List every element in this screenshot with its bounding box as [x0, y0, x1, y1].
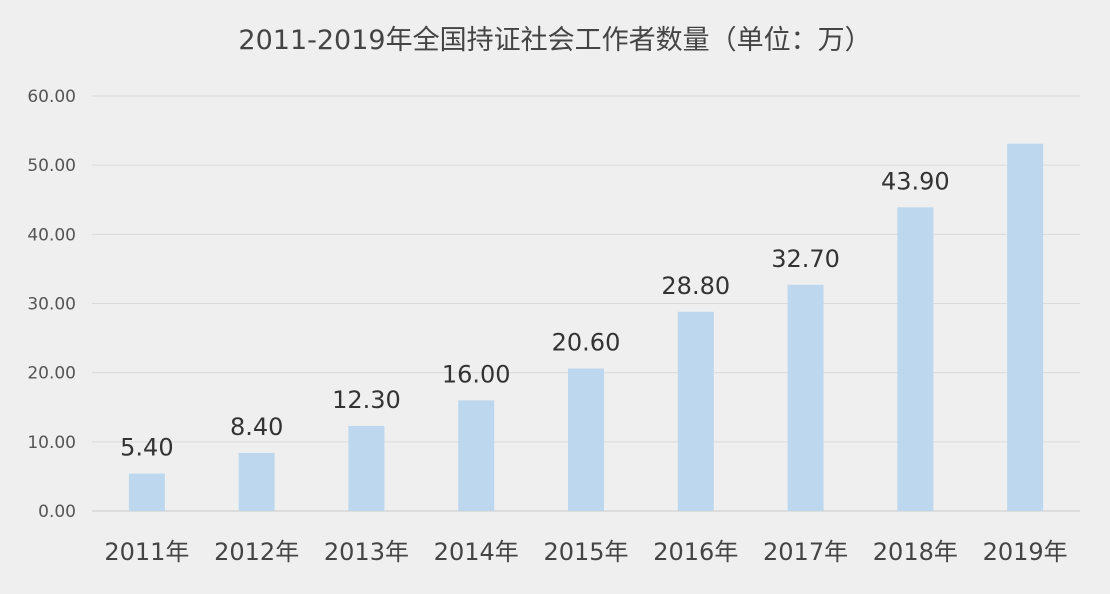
x-tick-label: 2017年 — [763, 538, 848, 566]
data-label: 32.70 — [771, 245, 840, 273]
bar — [1007, 143, 1044, 511]
data-label: 16.00 — [442, 360, 511, 388]
data-label: 28.80 — [661, 272, 730, 300]
data-label: 8.40 — [230, 413, 283, 441]
y-tick-label: 10.00 — [27, 433, 76, 453]
bar — [897, 207, 934, 511]
x-tick-label: 2016年 — [653, 538, 738, 566]
x-tick-label: 2011年 — [104, 538, 189, 566]
y-tick-label: 40.00 — [27, 225, 76, 245]
bar — [458, 400, 495, 511]
x-tick-label: 2018年 — [873, 538, 958, 566]
data-label: 20.60 — [552, 329, 621, 357]
bar — [348, 425, 385, 511]
chart-title: 2011-2019年全国持证社会工作者数量（单位：万） — [238, 25, 872, 56]
bar — [238, 452, 275, 511]
data-label: 5.40 — [120, 434, 173, 462]
y-tick-label: 60.00 — [27, 87, 76, 107]
y-tick-label: 0.00 — [38, 502, 76, 522]
bar — [128, 473, 165, 511]
x-tick-label: 2019年 — [983, 538, 1068, 566]
x-tick-label: 2015年 — [543, 538, 628, 566]
bar — [787, 284, 824, 511]
y-tick-label: 20.00 — [27, 364, 76, 384]
x-tick-label: 2012年 — [214, 538, 299, 566]
data-label: 43.90 — [881, 167, 950, 195]
data-label: 12.30 — [332, 386, 401, 414]
y-tick-label: 30.00 — [27, 295, 76, 315]
bar — [568, 368, 604, 511]
x-tick-label: 2013年 — [324, 538, 409, 566]
y-tick-label: 50.00 — [27, 156, 76, 176]
bar — [677, 311, 714, 511]
x-tick-label: 2014年 — [434, 538, 519, 566]
